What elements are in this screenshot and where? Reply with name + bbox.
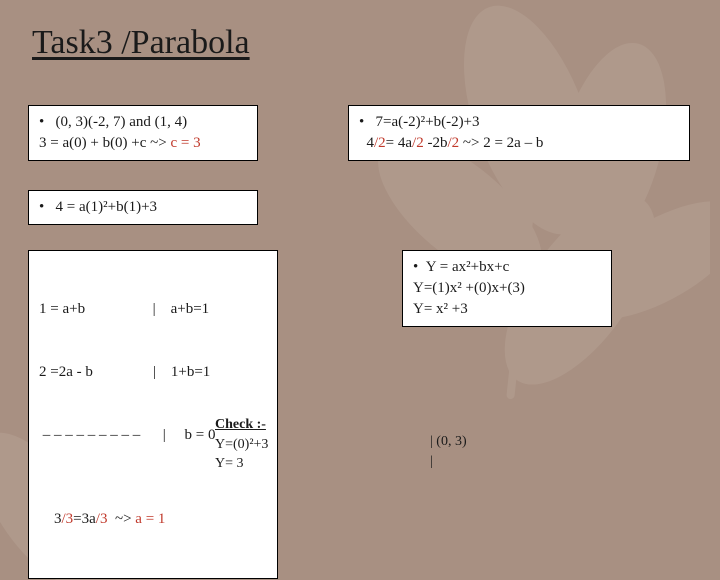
box-eq7: 7=a(-2)²+b(-2)+3 4/2= 4a/2 -2b/2 ~> 2 = … bbox=[348, 105, 690, 161]
box-eq4: 4 = a(1)²+b(1)+3 bbox=[28, 190, 258, 225]
box5-l3: Y= x² +3 bbox=[413, 299, 601, 320]
box-points: (0, 3)(-2, 7) and (1, 4) 3 = a(0) + b(0)… bbox=[28, 105, 258, 161]
check-right: | (0, 3) | bbox=[430, 432, 467, 471]
box4-l2: 2 =2a - b | 1+b=1 bbox=[39, 362, 267, 383]
page-title: Task3 /Parabola bbox=[32, 24, 250, 62]
box2-line2: 4/2= 4a/2 -2b/2 ~> 2 = 2a – b bbox=[359, 133, 679, 154]
box2-line1: 7=a(-2)²+b(-2)+3 bbox=[359, 112, 679, 133]
box-result: Y = ax²+bx+c Y=(1)x² +(0)x+(3) Y= x² +3 bbox=[402, 250, 612, 327]
box5-l2: Y=(1)x² +(0)x+(3) bbox=[413, 278, 601, 299]
check-l2: Y= 3 bbox=[215, 454, 268, 474]
check-r2: | bbox=[430, 452, 467, 472]
box1-line2: 3 = a(0) + b(0) +c ~> c = 3 bbox=[39, 133, 247, 154]
box5-l1: Y = ax²+bx+c bbox=[413, 257, 601, 278]
box4-l1: 1 = a+b | a+b=1 bbox=[39, 299, 267, 320]
box3-line1: 4 = a(1)²+b(1)+3 bbox=[39, 197, 247, 218]
check-header: Check :- bbox=[215, 415, 268, 435]
check-r1: | (0, 3) bbox=[430, 432, 467, 452]
check-l1: Y=(0)²+3 bbox=[215, 435, 268, 455]
check-left: Check :- Y=(0)²+3 Y= 3 bbox=[215, 415, 268, 474]
box4-l4: 3/3=3a/3 ~> a = 1 bbox=[39, 488, 267, 551]
box1-line1: (0, 3)(-2, 7) and (1, 4) bbox=[39, 112, 247, 133]
